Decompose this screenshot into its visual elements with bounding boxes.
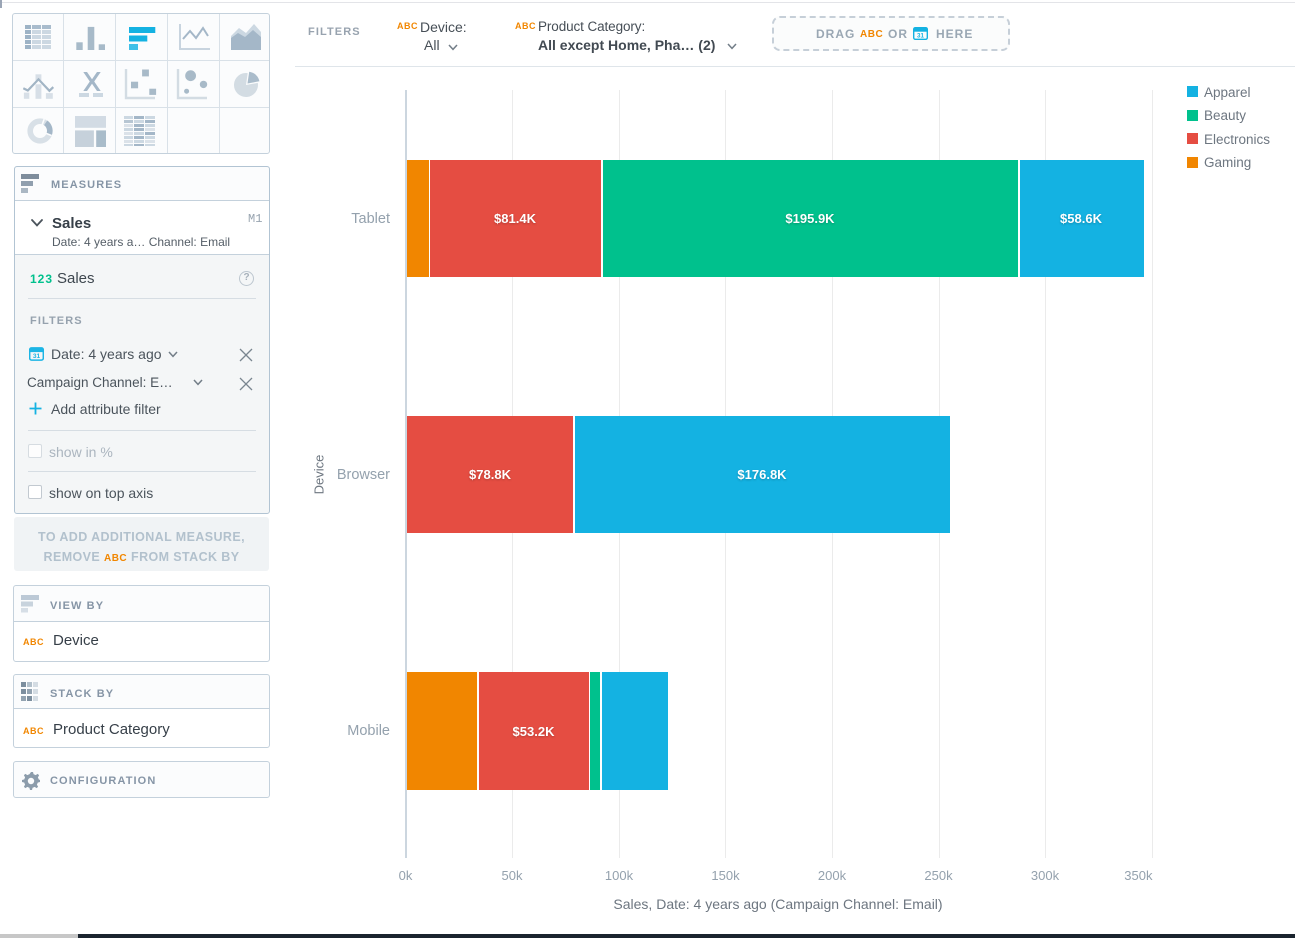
svg-text:31: 31 <box>917 33 924 40</box>
svg-text:31: 31 <box>32 353 40 360</box>
